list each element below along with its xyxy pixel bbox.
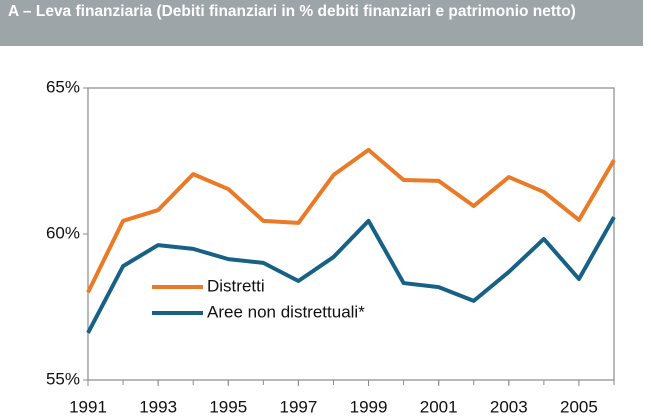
y-tick-label: 60% xyxy=(46,223,80,242)
series-line xyxy=(86,216,616,334)
y-tick-label: 55% xyxy=(46,369,80,388)
series-line xyxy=(86,147,616,294)
plot-frame xyxy=(87,87,615,381)
legend-label: Aree non distrettuali* xyxy=(207,302,365,321)
x-tick-label: 1993 xyxy=(139,397,177,416)
x-tick-label: 2005 xyxy=(560,397,598,416)
chart-title: A – Leva finanziaria (Debiti finanziari … xyxy=(0,0,643,46)
x-tick-label: 1995 xyxy=(209,397,247,416)
legend-label: Distretti xyxy=(207,276,265,295)
x-tick-label: 1991 xyxy=(69,397,107,416)
x-tick-label: 2003 xyxy=(490,397,528,416)
y-tick-label: 65% xyxy=(46,77,80,96)
x-tick-label: 2001 xyxy=(420,397,458,416)
x-tick-label: 1999 xyxy=(350,397,388,416)
x-tick-label: 1997 xyxy=(279,397,317,416)
